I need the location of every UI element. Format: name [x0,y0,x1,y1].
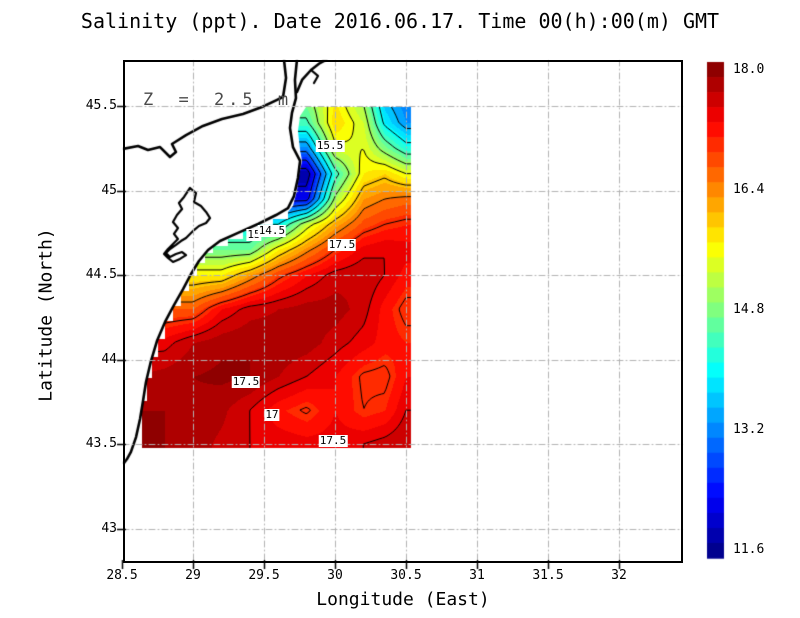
contour-label: 17.5 [231,374,261,388]
x-tick-label: 29.5 [248,568,280,583]
contour-label: 17 [264,407,280,421]
x-tick-label: 30.5 [390,568,422,583]
depth-annotation: Z = 2.5 m [143,90,293,110]
x-tick-label: 31 [469,568,485,583]
y-tick-label: 45 [101,182,117,198]
contour-label: 14.5 [257,224,287,238]
x-tick-label: 28.5 [106,568,138,583]
y-tick-label: 44 [101,351,117,367]
x-tick-label: 29 [185,568,201,583]
contour-label: 17.5 [318,433,348,447]
y-tick-label: 43 [101,520,117,536]
y-tick-label: 45.5 [85,98,117,113]
x-tick-label: 32 [611,568,627,583]
x-tick-label: 30 [327,568,343,583]
colorbar-tick-label: 18.0 [733,61,765,77]
y-axis-label: Latitude (North) [35,228,57,402]
x-axis-label: Longitude (East) [316,589,490,610]
colorbar-tick-label: 14.8 [733,302,765,317]
chart-title: Salinity (ppt). Date 2016.06.17. Time 00… [80,9,720,33]
colorbar-tick-label: 13.2 [733,422,765,438]
y-tick-label: 43.5 [85,436,117,451]
colorbar-tick-label: 16.4 [733,181,765,197]
contour-label: 15.5 [315,139,345,153]
colorbar-tick-label: 11.6 [733,542,765,558]
contour-label: 17.5 [327,237,357,251]
y-tick-label: 44.5 [85,267,117,282]
x-tick-label: 31.5 [532,568,564,583]
